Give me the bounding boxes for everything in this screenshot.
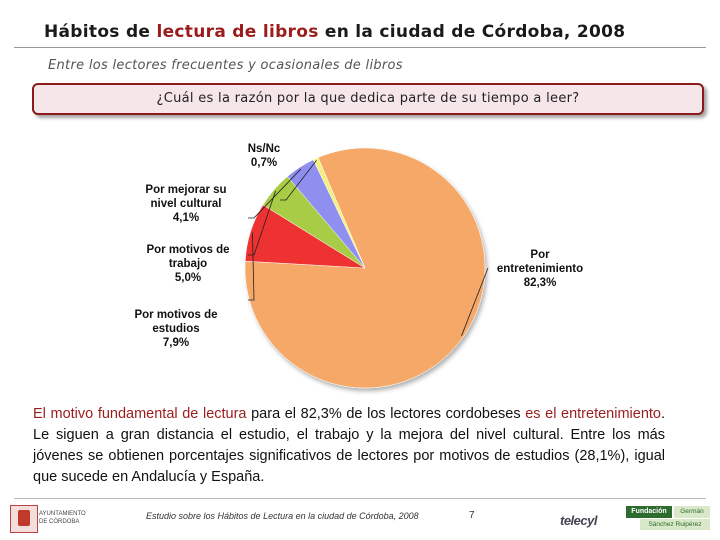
telecyl-logo: telecyl [560, 513, 597, 528]
leader-line [461, 267, 489, 337]
city-seal-icon [10, 505, 38, 533]
slice-category-label: trabajo [169, 258, 207, 270]
page-title: Hábitos de lectura de libros en la ciuda… [44, 22, 626, 42]
pie-chart: Por entretenimiento 82,3% Por motivos de est… [134, 143, 583, 389]
footer-divider [14, 498, 706, 499]
slice-category-label: nivel cultural [151, 198, 222, 210]
pie-slice [312, 157, 366, 269]
leader-line [248, 168, 302, 219]
slice-value-label: 4,1% [173, 212, 199, 224]
question-box: ¿Cuál es la razón por la que dedica part… [32, 83, 704, 115]
slice-category-label: estudios [152, 323, 199, 335]
footer-source: Estudio sobre los Hábitos de Lectura en … [146, 511, 419, 521]
page-subtitle: Entre los lectores frecuentes y ocasiona… [48, 58, 403, 73]
slice-category-label: Por [530, 249, 550, 261]
summary-paragraph: El motivo fundamental de lectura para el… [33, 406, 666, 485]
slice-category-label: Por motivos de [146, 244, 229, 256]
title-divider [14, 47, 706, 48]
leader-line [280, 160, 317, 201]
slice-category-label: Por motivos de [134, 309, 217, 321]
slice-category-label: Por mejorar su [145, 184, 226, 196]
fundacion-logo: Fundación Germán Sánchez Ruipérez [626, 506, 710, 530]
slice-value-label: 0,7% [251, 157, 277, 169]
ayuntamiento-logo: AYUNTAMIENTO DE CÓRDOBA [10, 505, 90, 533]
slice-category-label: entretenimiento [497, 263, 583, 275]
slice-category-label: Ns/Nc [248, 143, 281, 155]
slice-value-label: 7,9% [163, 337, 189, 349]
slice-value-label: 5,0% [175, 272, 201, 284]
page-number: 7 [469, 510, 475, 521]
leader-line [248, 190, 276, 256]
slice-value-label: 82,3% [524, 277, 557, 289]
